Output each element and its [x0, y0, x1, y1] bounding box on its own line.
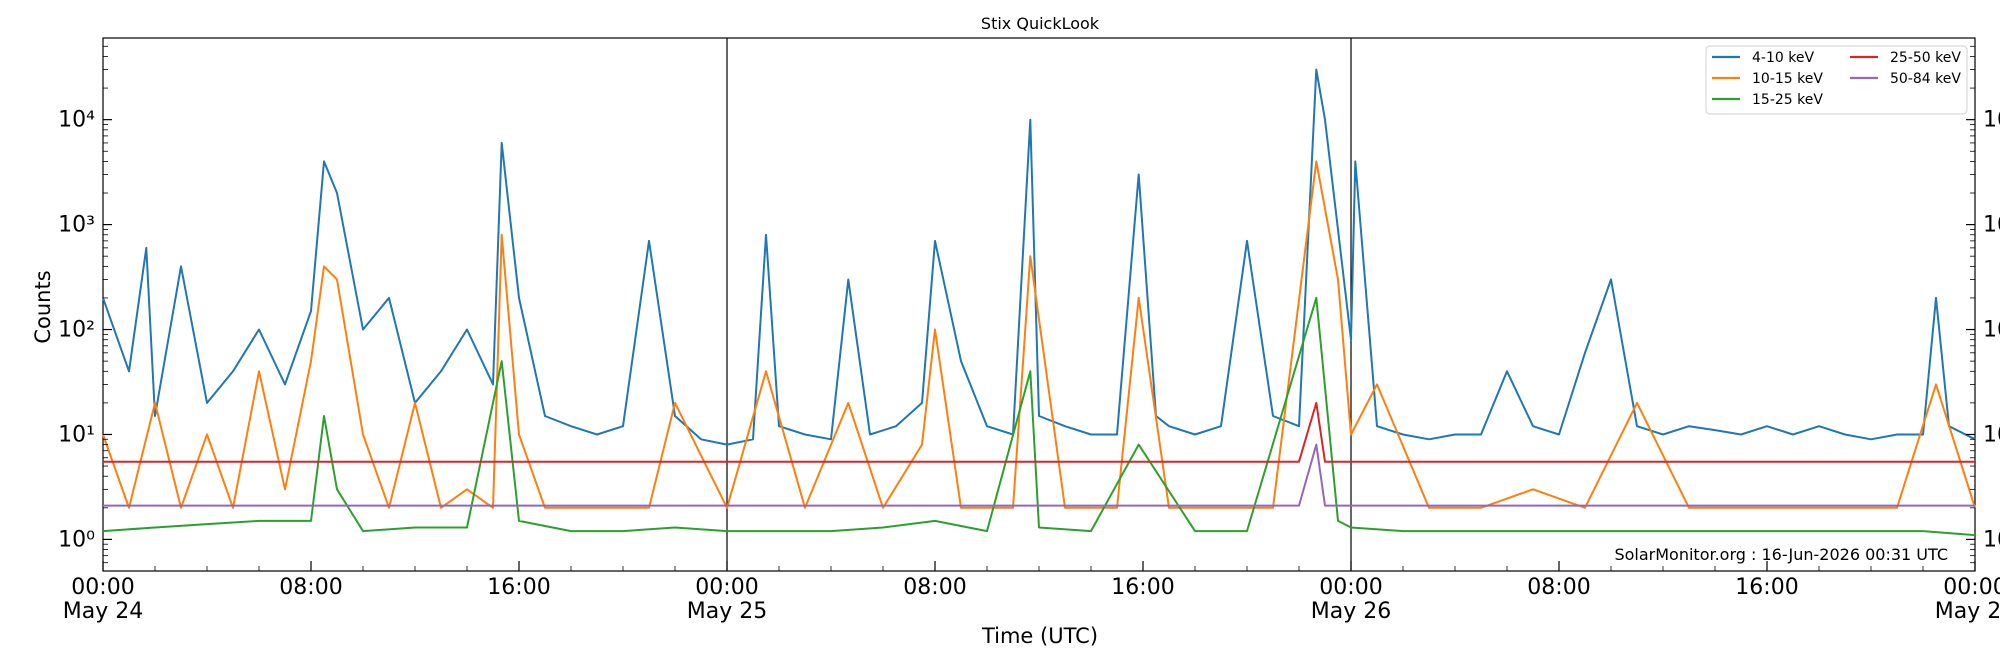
- x-tick-label-time-1: 08:00: [279, 575, 342, 600]
- x-tick-label-date-3: May 25: [687, 599, 767, 624]
- x-tick-label-time-4: 08:00: [903, 575, 966, 600]
- x-tick-label-time-5: 16:00: [1111, 575, 1174, 600]
- legend-label-3: 25-50 keV: [1890, 50, 1961, 66]
- y-tick-label-right-4: 10⁴: [1983, 108, 2000, 133]
- series-line-2: [102, 296, 1976, 537]
- y-tick-label-left-1: 10¹: [58, 422, 95, 447]
- y-tick-label-left-2: 10²: [58, 318, 95, 343]
- x-tick-label-time-8: 16:00: [1735, 575, 1798, 600]
- y-tick-label-left-3: 10³: [58, 213, 95, 238]
- x-tick-label-time-0: 00:00: [71, 575, 134, 600]
- legend-label-0: 4-10 keV: [1752, 50, 1814, 66]
- x-tick-label-date-6: May 26: [1311, 599, 1391, 624]
- plot-area: [102, 37, 1976, 572]
- x-tick-label-time-6: 00:00: [1319, 575, 1382, 600]
- y-tick-label-right-3: 10³: [1983, 213, 2000, 238]
- y-axis-right: 10⁰ 10¹ 10² 10³ 10⁴: [1966, 45, 2000, 564]
- series-line-1: [102, 160, 1976, 509]
- legend-frame: [1705, 45, 1968, 115]
- x-axis-label: Time (UTC): [981, 624, 1098, 648]
- series-line-3: [103, 401, 1975, 463]
- chart-annotation: SolarMonitor.org : 16-Jun-2026 00:31 UTC: [1614, 545, 1948, 564]
- y-tick-label-left-4: 10⁴: [58, 108, 95, 133]
- y-axis-label: Counts: [31, 270, 55, 343]
- y-tick-label-right-1: 10¹: [1983, 422, 2000, 447]
- series-lines: [102, 68, 1976, 537]
- x-tick-label-date-9: May 27: [1935, 599, 2000, 624]
- y-tick-label-right-2: 10²: [1983, 318, 2000, 343]
- chart-title: Stix QuickLook: [981, 14, 1100, 33]
- x-tick-label-time-2: 16:00: [487, 575, 550, 600]
- series-line-0: [102, 68, 1976, 446]
- y-tick-label-left-0: 10⁰: [58, 527, 95, 552]
- x-tick-label-time-7: 08:00: [1527, 575, 1590, 600]
- y-axis-left: 10⁰ 10¹ 10² 10³ 10⁴: [58, 45, 112, 564]
- plot-frame: [102, 37, 1976, 572]
- x-tick-label-time-9: 00:00: [1943, 575, 2000, 600]
- series-line-4: [103, 443, 1975, 507]
- legend: 4-10 keV 10-15 keV 15-25 keV 25-50 keV 50-84…: [1705, 45, 1968, 115]
- x-tick-label-date-0: May 24: [63, 599, 143, 624]
- legend-label-2: 15-25 keV: [1752, 92, 1823, 108]
- legend-label-1: 10-15 keV: [1752, 71, 1823, 87]
- legend-label-4: 50-84 keV: [1890, 71, 1961, 87]
- y-tick-label-right-0: 10⁰: [1983, 527, 2000, 552]
- x-tick-label-time-3: 00:00: [695, 575, 758, 600]
